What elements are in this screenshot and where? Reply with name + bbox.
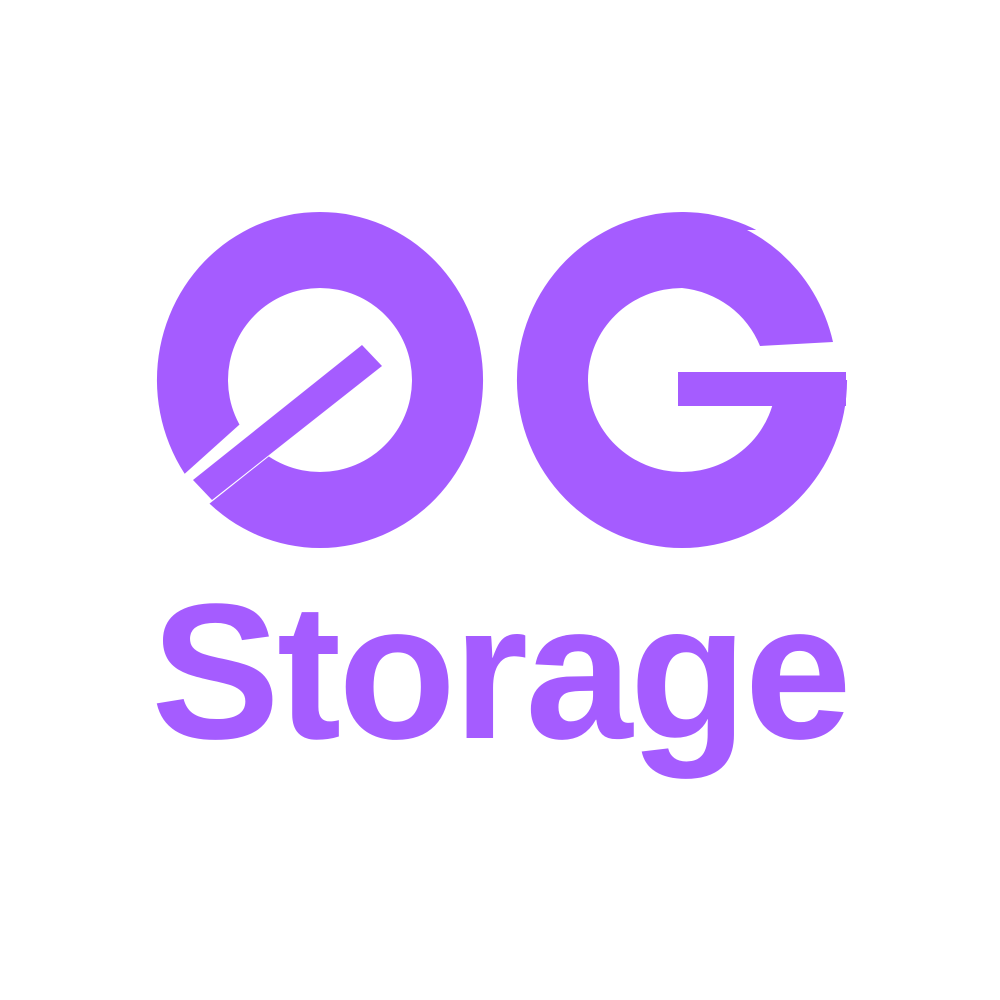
letter-g-glyph	[516, 211, 870, 548]
wordmark-storage: Storage	[151, 563, 852, 779]
slashed-zero-glyph	[156, 211, 484, 548]
